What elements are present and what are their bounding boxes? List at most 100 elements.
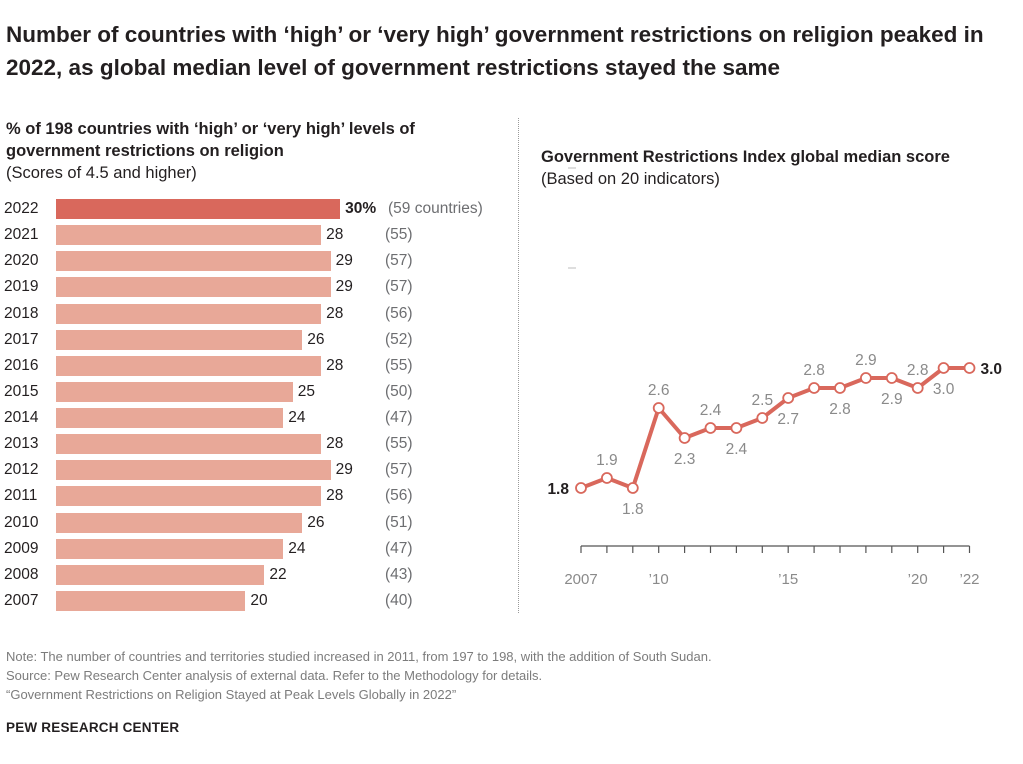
year-label: 2022 [4,200,39,217]
bar-row-2013: 2013 28 (55) [0,434,520,455]
data-point [937,362,950,374]
year-label: 2016 [4,356,39,374]
year-label: 2019 [4,278,39,296]
year-label: 2017 [4,330,39,348]
bar [56,460,331,481]
data-label: 2.6 [648,382,670,399]
line-chart-subheading: (Based on 20 indicators) [541,170,720,188]
bar [56,408,284,429]
x-tick-label: ’20 [908,571,928,588]
data-label: 2.4 [700,402,722,419]
bar-row-2021: 2021 28 (55) [0,225,520,246]
data-point [652,402,665,414]
data-point [834,382,846,394]
bar-value-label: 26 [307,330,325,348]
bar [56,434,322,455]
data-point [575,482,587,494]
bar-value-label: 28 [326,304,344,322]
country-count-label: (57) [385,461,413,479]
x-tick-label: 2007 [564,571,597,588]
bar-row-2020: 2020 29 (57) [0,251,520,272]
bar-value-label: 28 [326,487,344,505]
year-label: 2018 [4,304,39,322]
bar [56,538,284,559]
data-label: 3.0 [933,381,955,398]
footer-report-title: “Government Restrictions on Religion Sta… [6,687,457,702]
country-count-label: (55) [385,356,413,374]
data-point [678,432,691,444]
year-label: 2015 [4,382,39,400]
country-count-label: (56) [385,304,413,322]
bar-chart-heading: % of 198 countries with ‘high’ or ‘very … [6,118,446,184]
bar [56,564,265,585]
data-point [885,372,898,384]
bar-row-2007: 2007 20 (40) [0,590,520,611]
data-label: 2.8 [803,362,825,379]
data-label: 2.4 [726,441,748,458]
footer: Note: The number of countries and territ… [6,647,712,704]
data-label: 2.9 [855,352,877,369]
country-count-label: (57) [385,252,413,270]
bar [56,381,293,402]
bar [56,251,331,272]
bar-value-label: 29 [335,461,353,479]
year-label: 2009 [4,539,39,557]
bar-row-2015: 2015 25 (50) [0,381,520,402]
data-point [756,412,769,424]
year-label: 2007 [4,591,39,609]
footer-source: Source: Pew Research Center analysis of … [6,668,543,683]
data-point [782,392,795,404]
bar-row-2018: 2018 28 (56) [0,303,520,324]
bar-row-2022: 2022 30% (59 countries) [0,199,520,219]
country-count-label: (52) [385,330,413,348]
x-tick-label: ’22 [959,571,979,588]
data-label: 2.8 [907,362,929,379]
bar-row-2017: 2017 26 (52) [0,329,520,350]
data-label: 2.8 [829,401,851,418]
bar-value-label: 26 [307,513,325,531]
bar-row-2016: 2016 28 (55) [0,355,520,376]
data-point [601,472,613,484]
data-point [808,382,820,394]
bar-value-label: 24 [288,409,306,427]
bar-value-label: 28 [326,435,344,453]
country-count-label: (56) [385,487,413,505]
bar-value-label: 29 [335,252,353,270]
country-count-label: (40) [385,591,413,609]
x-tick-label: ’10 [649,571,669,588]
data-point [911,382,924,394]
year-label: 2012 [4,461,39,479]
bar-row-2011: 2011 28 (56) [0,486,520,507]
data-point [704,422,717,434]
bar [56,199,341,219]
year-label: 2014 [4,409,39,427]
bar-row-2019: 2019 29 (57) [0,277,520,298]
data-label: 2.5 [752,392,774,409]
year-label: 2013 [4,435,39,453]
bar-row-2014: 2014 24 (47) [0,408,520,429]
data-label: 2.9 [881,391,903,408]
bar [56,355,322,376]
year-label: 2021 [4,226,39,244]
year-label: 2011 [4,487,38,505]
bar-value-label: 24 [288,539,306,557]
country-count-label: (59 countries) [388,200,483,217]
footer-note: Note: The number of countries and territ… [6,649,712,664]
data-label: 1.8 [622,501,644,518]
country-count-label: (47) [385,409,413,427]
year-label: 2008 [4,565,39,583]
country-count-label: (43) [385,565,413,583]
data-point [730,422,743,434]
bar [56,329,303,350]
data-label: 1.9 [596,452,618,469]
line-chart-heading-text: Government Restrictions Index global med… [541,148,950,166]
data-label: 2.3 [674,451,696,468]
bar [56,303,322,324]
bar-row-2008: 2008 22 (43) [0,564,520,585]
country-count-label: (55) [385,435,413,453]
bar [56,590,246,611]
data-label: 1.8 [547,481,569,498]
data-label: 2.7 [777,411,799,428]
chart-title: Number of countries with ‘high’ or ‘very… [6,22,984,80]
series-line [580,366,970,490]
